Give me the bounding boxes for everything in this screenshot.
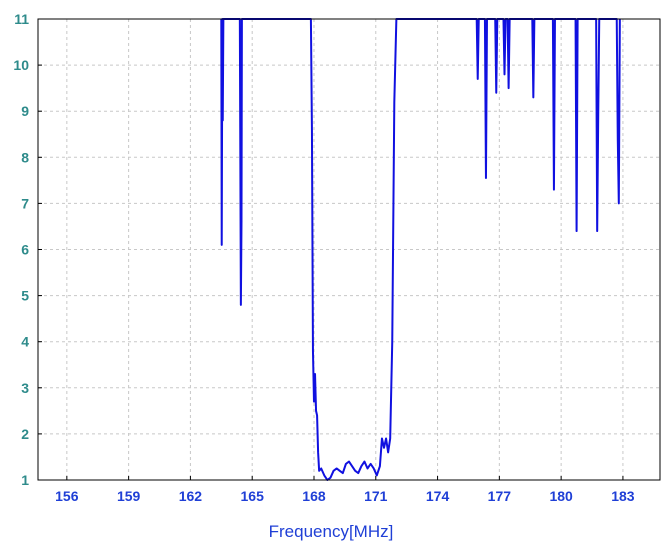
x-axis-label: Frequency[MHz] xyxy=(269,522,394,541)
plot-frame xyxy=(37,18,661,481)
x-tick-label: 159 xyxy=(117,488,141,504)
y-tick-label: 6 xyxy=(21,242,29,258)
x-tick-label: 156 xyxy=(55,488,79,504)
y-tick-label: 3 xyxy=(21,380,29,396)
gridlines xyxy=(38,19,660,480)
x-tick-label: 180 xyxy=(549,488,573,504)
y-tick-label: 5 xyxy=(21,288,29,304)
x-tick-label: 165 xyxy=(241,488,265,504)
y-tick-label: 11 xyxy=(14,11,29,27)
x-tick-label: 183 xyxy=(611,488,635,504)
x-tick-label: 162 xyxy=(179,488,203,504)
y-tick-label: 10 xyxy=(13,57,29,73)
y-tick-label: 7 xyxy=(21,195,29,211)
y-tick-label: 2 xyxy=(21,426,29,442)
x-tick-label: 168 xyxy=(302,488,326,504)
tick-labels: 156 159 162 165 168 171 174 177 180 183 1 2 3 4 5 6 7 8 9 1… xyxy=(13,11,634,504)
x-tick-label: 171 xyxy=(364,488,388,504)
y-tick-label: 8 xyxy=(21,149,29,165)
x-tick-label: 174 xyxy=(426,488,450,504)
y-tick-label: 4 xyxy=(21,334,29,350)
x-tick-label: 177 xyxy=(488,488,512,504)
y-tick-label: 9 xyxy=(21,103,29,119)
y-tick-label: 1 xyxy=(21,472,29,488)
